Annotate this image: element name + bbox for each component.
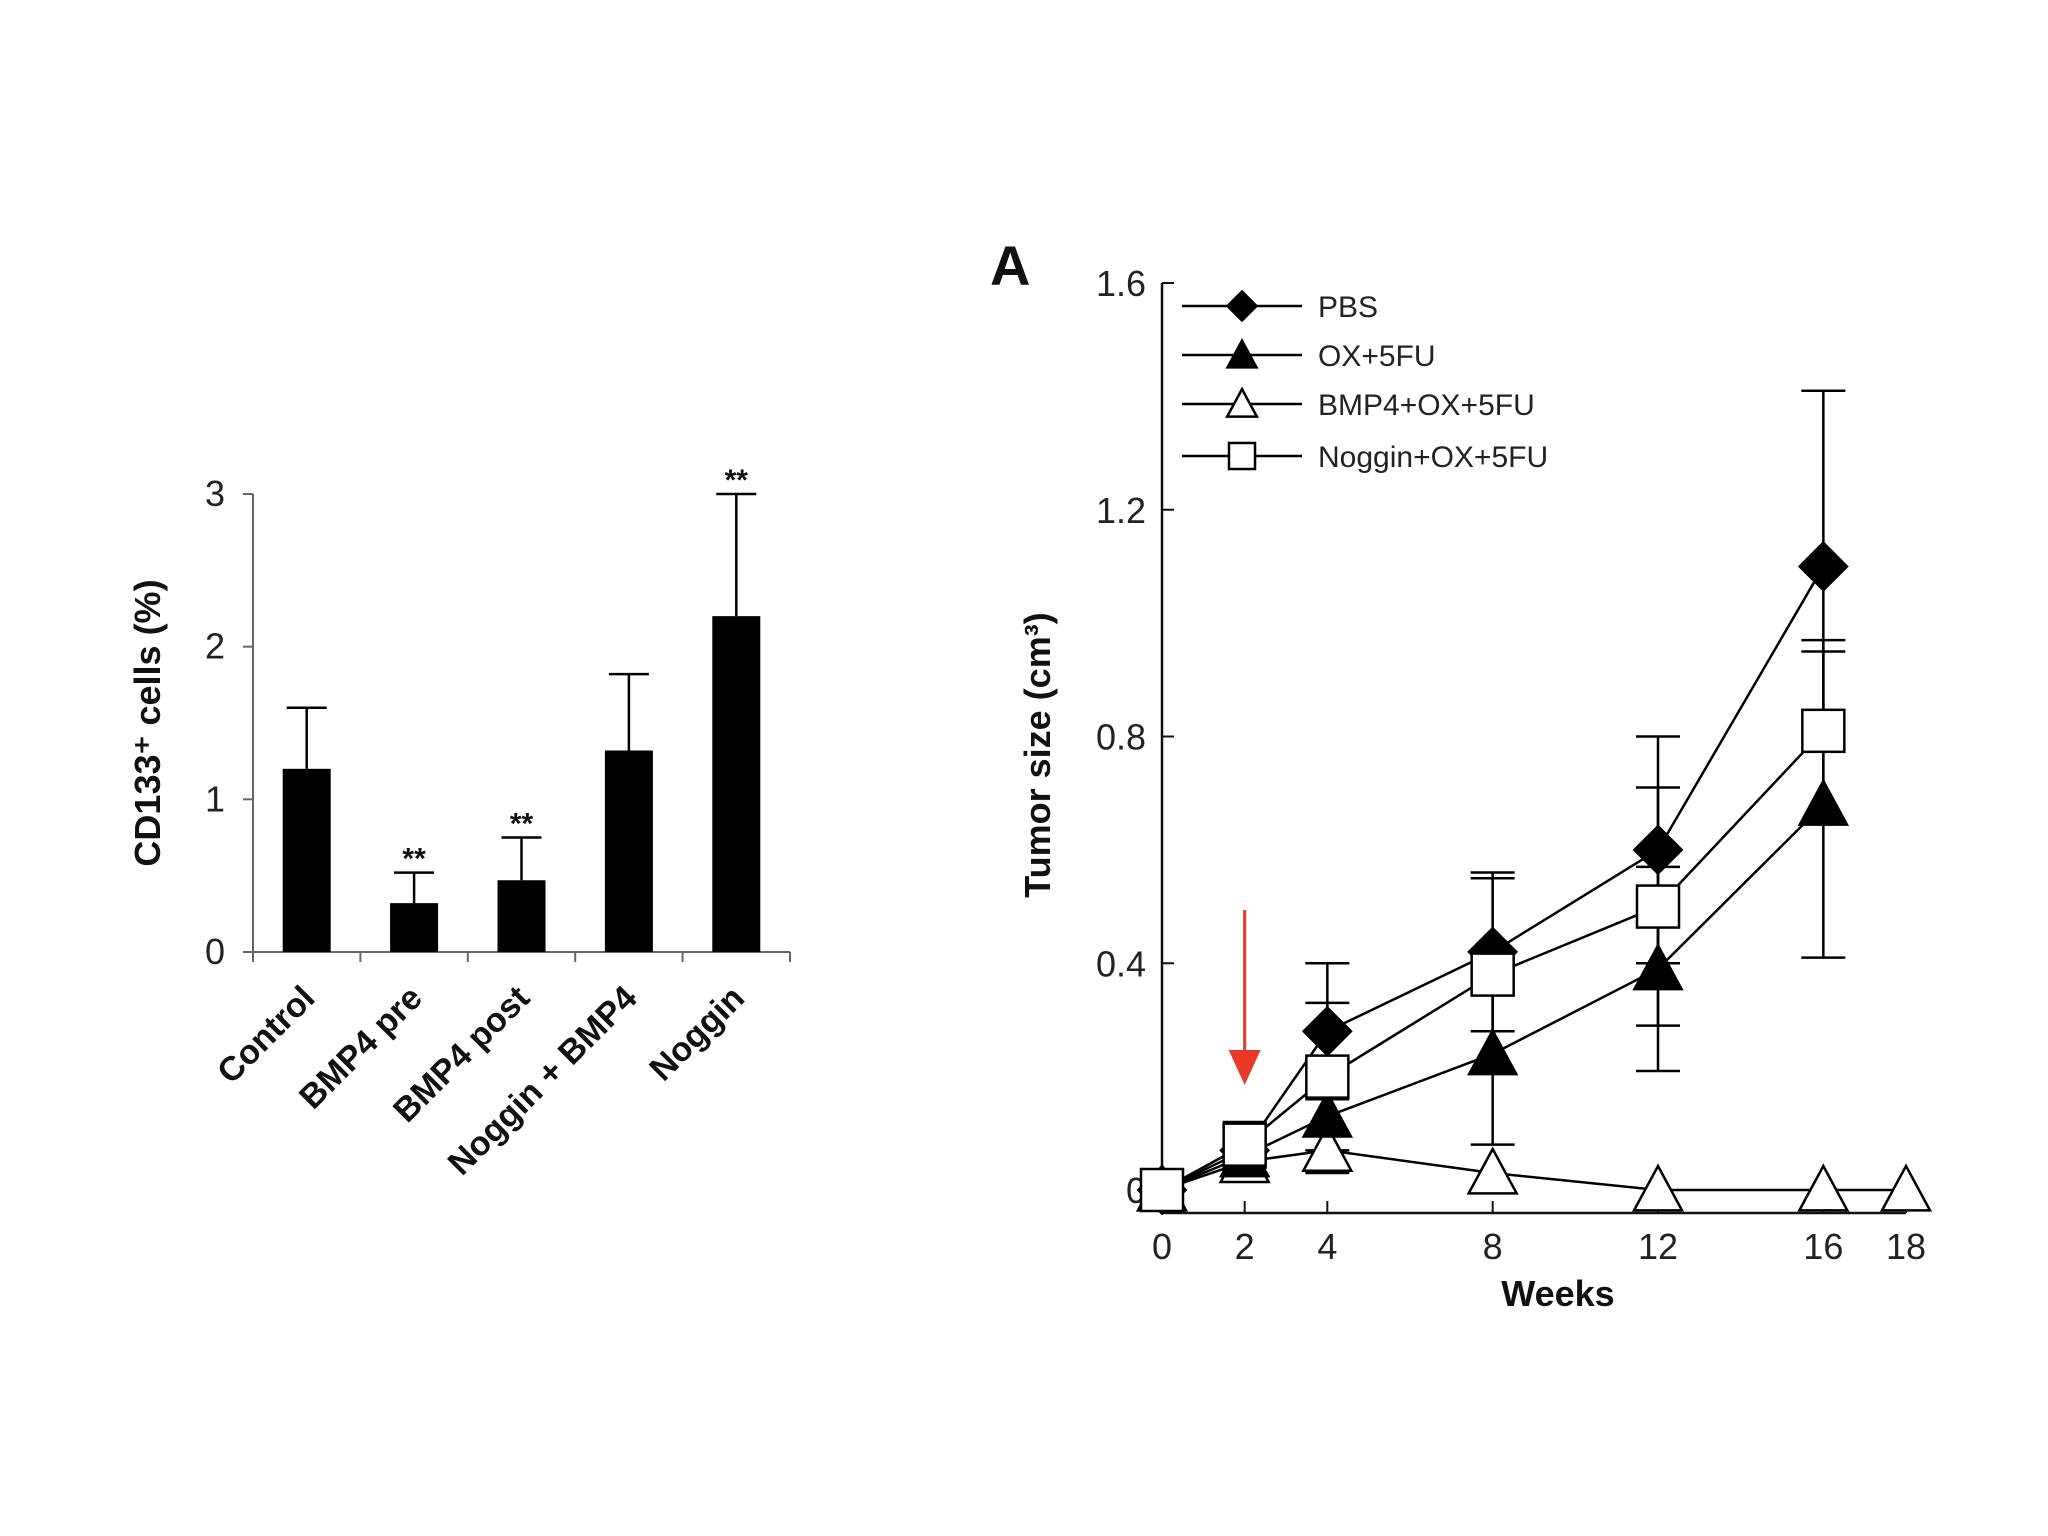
bar-y-tick-label: 0 [205, 931, 225, 972]
bar-y-ticks: 0 1 2 3 [205, 473, 253, 972]
line-y-tick-label: 1.2 [1096, 490, 1146, 531]
bar-y-tick-label: 3 [205, 473, 225, 514]
legend-label: BMP4+OX+5FU [1318, 389, 1535, 422]
legend-label: PBS [1318, 291, 1378, 324]
series-marker-diamond [1797, 541, 1849, 592]
series-marker-triangle-open [1797, 1163, 1850, 1212]
series-marker-triangle-open [1466, 1146, 1519, 1195]
series-marker-square-open [1801, 708, 1846, 754]
line-x-tick-label: 0 [1152, 1226, 1172, 1267]
bar-series: ** ** ** [282, 464, 761, 952]
line-x-tick-label: 12 [1638, 1226, 1678, 1267]
line-x-tick-label: 4 [1317, 1226, 1337, 1267]
bar [390, 903, 439, 952]
line-y-tick-label: 0.4 [1096, 943, 1146, 984]
series-marker-triangle-open [1225, 386, 1259, 418]
series-marker-triangle-filled [1466, 1027, 1519, 1076]
series-marker-square-open [1222, 1122, 1267, 1167]
series-marker-square-open [1305, 1054, 1350, 1099]
line-series-group [1135, 389, 1933, 1216]
series-marker-triangle-filled [1632, 942, 1684, 991]
bar-y-tick-label: 2 [205, 626, 225, 667]
line-x-tick-label: 18 [1886, 1226, 1926, 1267]
bar-x-ticks [252, 952, 791, 962]
bar-significance-label: ** [725, 464, 749, 497]
bar-y-tick-label: 1 [205, 778, 225, 819]
bar [282, 768, 331, 952]
line-y-tick-label: 0.8 [1096, 717, 1146, 758]
bar-significance-label: ** [510, 808, 534, 841]
line-y-axis-title: Tumor size (cm³) [1017, 612, 1058, 897]
series-marker-diamond [1225, 289, 1259, 323]
treatment-arrow [1228, 910, 1261, 1085]
bar [712, 616, 761, 952]
series-marker-square-open [1470, 952, 1515, 997]
legend-label: Noggin+OX+5FU [1318, 441, 1548, 474]
bar [604, 750, 653, 952]
series-line [1161, 1149, 1906, 1192]
bar-chart: CD133⁺ cells (%) 0 1 2 3 ** ** ** ControlBMP4… [127, 464, 791, 1183]
series-marker-triangle-open [1631, 1163, 1685, 1212]
bar-category-label: Control [210, 979, 322, 1091]
arrow-head [1228, 1050, 1261, 1085]
series-marker-triangle-open [1301, 1123, 1354, 1172]
line-legend: PBS OX+5FU BMP4+OX+5FU Noggin+OX+5FU [1182, 289, 1548, 474]
panel-label: A [990, 234, 1030, 297]
bar-significance-label: ** [402, 843, 426, 876]
series-marker-triangle-filled [1797, 778, 1850, 826]
line-x-tick-label: 16 [1803, 1226, 1843, 1267]
bar-y-axis-title: CD133⁺ cells (%) [127, 579, 168, 866]
line-x-axis-title: Weeks [1501, 1273, 1614, 1314]
series-marker-triangle-open [1879, 1163, 1933, 1212]
legend-label: OX+5FU [1318, 340, 1436, 373]
line-x-tick-label: 2 [1235, 1226, 1255, 1267]
bar [497, 880, 546, 952]
series-marker-diamond [1632, 824, 1684, 876]
line-y-tick-label: 1.6 [1096, 263, 1146, 304]
series-marker-triangle-filled [1225, 338, 1259, 369]
series-marker-diamond [1301, 1005, 1353, 1057]
series-marker-square-open [1139, 1167, 1185, 1213]
line-chart: A Tumor size (cm³) Weeks 00.40.81.21.6 0… [990, 234, 1933, 1314]
bar-category-label: Noggin [642, 979, 752, 1089]
series-marker-square-open [1227, 441, 1257, 471]
bar-category-label: Noggin + BMP4 [441, 979, 645, 1183]
series-marker-square-open [1635, 884, 1681, 929]
series-marker-triangle-filled [1301, 1090, 1354, 1138]
line-x-tick-label: 8 [1483, 1226, 1503, 1267]
